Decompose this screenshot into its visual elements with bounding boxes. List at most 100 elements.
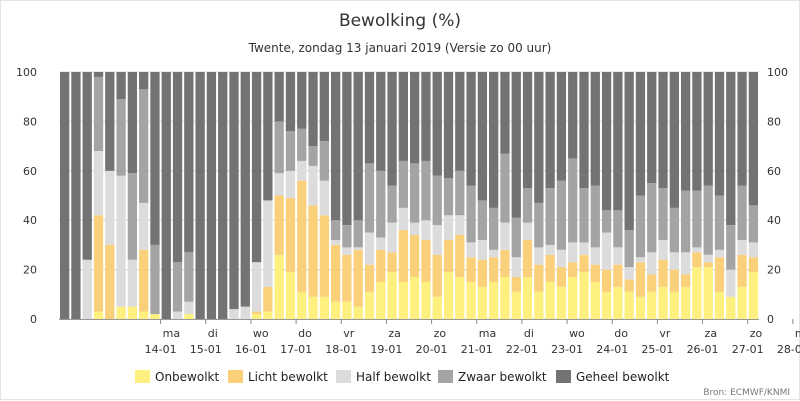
bar-segment-half-bewolkt xyxy=(251,262,262,312)
y-tick-label-right: 40 xyxy=(767,214,781,227)
bar-segment-geheel-bewolkt xyxy=(443,72,454,179)
bar-segment-half-bewolkt xyxy=(703,254,713,263)
bar-segment-licht-bewolkt xyxy=(680,274,691,287)
bar-segment-geheel-bewolkt xyxy=(376,72,386,171)
bar-segment-zwaar-bewolkt xyxy=(624,230,634,268)
y-tick-label-left: 60 xyxy=(23,165,37,178)
bar-segment-half-bewolkt xyxy=(229,309,239,319)
bar-segment-licht-bewolkt xyxy=(692,252,702,268)
bar-segment-zwaar-bewolkt xyxy=(545,188,555,245)
bar-segment-half-bewolkt xyxy=(534,247,544,265)
bar-segment-zwaar-bewolkt xyxy=(703,185,713,255)
bar-segment-zwaar-bewolkt xyxy=(353,220,363,248)
bar-segment-geheel-bewolkt xyxy=(105,72,115,171)
bar-segment-onbewolkt xyxy=(692,267,702,319)
bar-segment-half-bewolkt xyxy=(466,242,476,258)
x-tick-day: di xyxy=(208,327,218,340)
bar-segment-onbewolkt xyxy=(297,291,307,319)
bar-segment-onbewolkt xyxy=(680,286,691,319)
bar-segment-onbewolkt xyxy=(251,314,262,319)
bar-segment-licht-bewolkt xyxy=(421,239,431,282)
bar-segment-geheel-bewolkt xyxy=(342,72,352,226)
bar-segment-zwaar-bewolkt xyxy=(477,200,488,240)
legend-item-half-bewolkt[interactable]: Half bewolkt xyxy=(336,370,431,384)
bar-segment-geheel-bewolkt xyxy=(319,72,329,142)
bar-segment-onbewolkt xyxy=(398,281,408,319)
x-tick-date: 15-01 xyxy=(190,343,222,356)
chart-title: Bewolking (%) xyxy=(339,11,461,31)
bar-segment-geheel-bewolkt xyxy=(737,72,747,186)
bar-segment-geheel-bewolkt xyxy=(477,72,488,201)
legend-item-licht-bewolkt[interactable]: Licht bewolkt xyxy=(228,370,328,384)
bar-segment-geheel-bewolkt xyxy=(82,72,92,260)
bar-segment-half-bewolkt xyxy=(297,160,307,181)
legend-item-zwaar-bewolkt[interactable]: Zwaar bewolkt xyxy=(438,370,547,384)
bar-segment-zwaar-bewolkt xyxy=(398,160,408,208)
bar-segment-zwaar-bewolkt xyxy=(387,185,397,223)
bar-segment-half-bewolkt xyxy=(726,269,736,297)
bar-segment-onbewolkt xyxy=(568,277,578,319)
bar-segment-onbewolkt xyxy=(500,277,510,319)
bar-segment-half-bewolkt xyxy=(579,242,589,255)
bar-segment-licht-bewolkt xyxy=(703,262,713,268)
legend-item-onbewolkt[interactable]: Onbewolkt xyxy=(135,370,219,384)
bar-segment-zwaar-bewolkt xyxy=(613,210,623,248)
bar-segment-zwaar-bewolkt xyxy=(93,76,104,152)
bar-segment-geheel-bewolkt xyxy=(387,72,397,186)
bar-segment-geheel-bewolkt xyxy=(579,72,589,189)
bar-segment-half-bewolkt xyxy=(714,249,725,258)
bar-segment-zwaar-bewolkt xyxy=(285,131,296,171)
bar-segment-half-bewolkt xyxy=(93,151,104,216)
bar-segment-onbewolkt xyxy=(421,281,431,319)
bar-segment-onbewolkt xyxy=(387,272,397,319)
y-tick-label-left: 40 xyxy=(23,214,37,227)
bar-segment-half-bewolkt xyxy=(647,252,657,275)
legend-item-geheel-bewolkt[interactable]: Geheel bewolkt xyxy=(556,370,670,384)
bar-segment-zwaar-bewolkt xyxy=(139,89,149,203)
bar-segment-onbewolkt xyxy=(274,254,284,319)
bar-segment-onbewolkt xyxy=(489,281,499,319)
bar-segment-onbewolkt xyxy=(330,301,341,319)
bar-segment-onbewolkt xyxy=(139,311,149,319)
bar-segment-half-bewolkt xyxy=(172,311,183,319)
bar-segment-licht-bewolkt xyxy=(534,264,544,292)
bar-segment-licht-bewolkt xyxy=(613,264,623,287)
bar-segment-licht-bewolkt xyxy=(285,197,296,273)
x-tick-date: 24-01 xyxy=(596,343,628,356)
x-tick-date: 21-01 xyxy=(461,343,493,356)
bar-segment-onbewolkt xyxy=(116,306,126,319)
bar-segment-onbewolkt xyxy=(93,311,104,319)
bar-segment-geheel-bewolkt xyxy=(116,72,126,100)
bar-segment-onbewolkt xyxy=(285,272,296,319)
bar-segment-half-bewolkt xyxy=(127,259,138,307)
y-tick-label-right: 60 xyxy=(767,165,781,178)
y-tick-label-left: 100 xyxy=(16,66,37,79)
x-tick-day: ma xyxy=(163,327,180,340)
x-tick-date: 25-01 xyxy=(641,343,673,356)
bar-segment-half-bewolkt xyxy=(105,170,115,245)
bar-segment-licht-bewolkt xyxy=(105,244,115,319)
bar-segment-half-bewolkt xyxy=(376,237,386,250)
bar-segment-geheel-bewolkt xyxy=(500,72,510,154)
bar-segment-geheel-bewolkt xyxy=(669,72,679,208)
x-tick-date: 16-01 xyxy=(235,343,267,356)
bar-segment-geheel-bewolkt xyxy=(658,72,668,189)
bar-segment-zwaar-bewolkt xyxy=(579,188,589,243)
bar-segment-onbewolkt xyxy=(624,291,634,319)
x-tick-date: 28-01 xyxy=(777,343,800,356)
bar-segment-half-bewolkt xyxy=(184,301,194,315)
legend-swatch xyxy=(228,370,243,383)
bar-segment-licht-bewolkt xyxy=(139,249,149,312)
bar-segment-zwaar-bewolkt xyxy=(330,220,341,240)
bar-segment-zwaar-bewolkt xyxy=(522,188,533,223)
bar-segment-zwaar-bewolkt xyxy=(364,163,375,233)
bar-segment-licht-bewolkt xyxy=(342,254,352,302)
legend-swatch xyxy=(556,370,571,383)
y-tick-label-right: 0 xyxy=(767,313,774,326)
bar-segment-onbewolkt xyxy=(432,296,442,319)
bar-segment-licht-bewolkt xyxy=(590,264,600,282)
bar-segment-onbewolkt xyxy=(522,277,533,319)
bar-segment-onbewolkt xyxy=(534,291,544,319)
y-tick-label-right: 80 xyxy=(767,115,781,128)
bar-segment-half-bewolkt xyxy=(624,267,634,280)
